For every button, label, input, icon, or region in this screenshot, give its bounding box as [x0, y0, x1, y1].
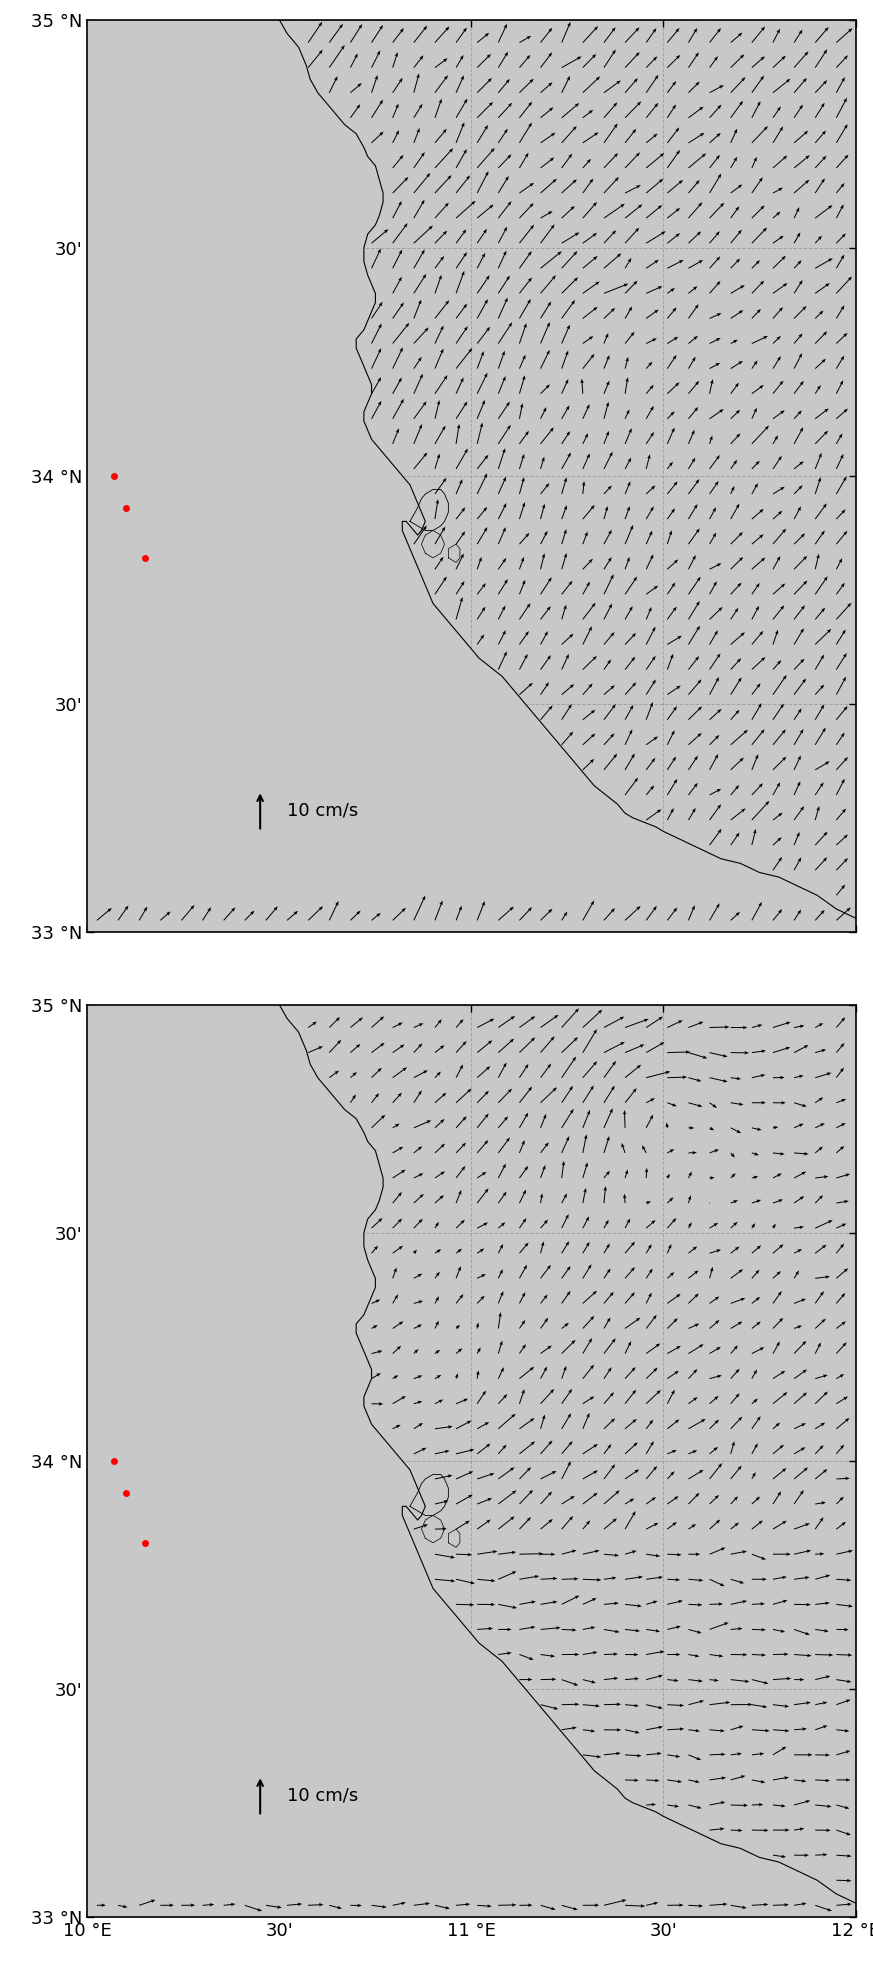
Text: 10 cm/s: 10 cm/s: [287, 1786, 358, 1804]
Polygon shape: [87, 20, 856, 933]
Text: 10 cm/s: 10 cm/s: [287, 802, 358, 820]
Polygon shape: [87, 1004, 856, 1917]
Polygon shape: [449, 543, 460, 563]
Polygon shape: [422, 530, 444, 557]
Polygon shape: [410, 1474, 449, 1516]
Polygon shape: [422, 1516, 444, 1543]
Polygon shape: [449, 1529, 460, 1547]
Polygon shape: [410, 490, 449, 530]
